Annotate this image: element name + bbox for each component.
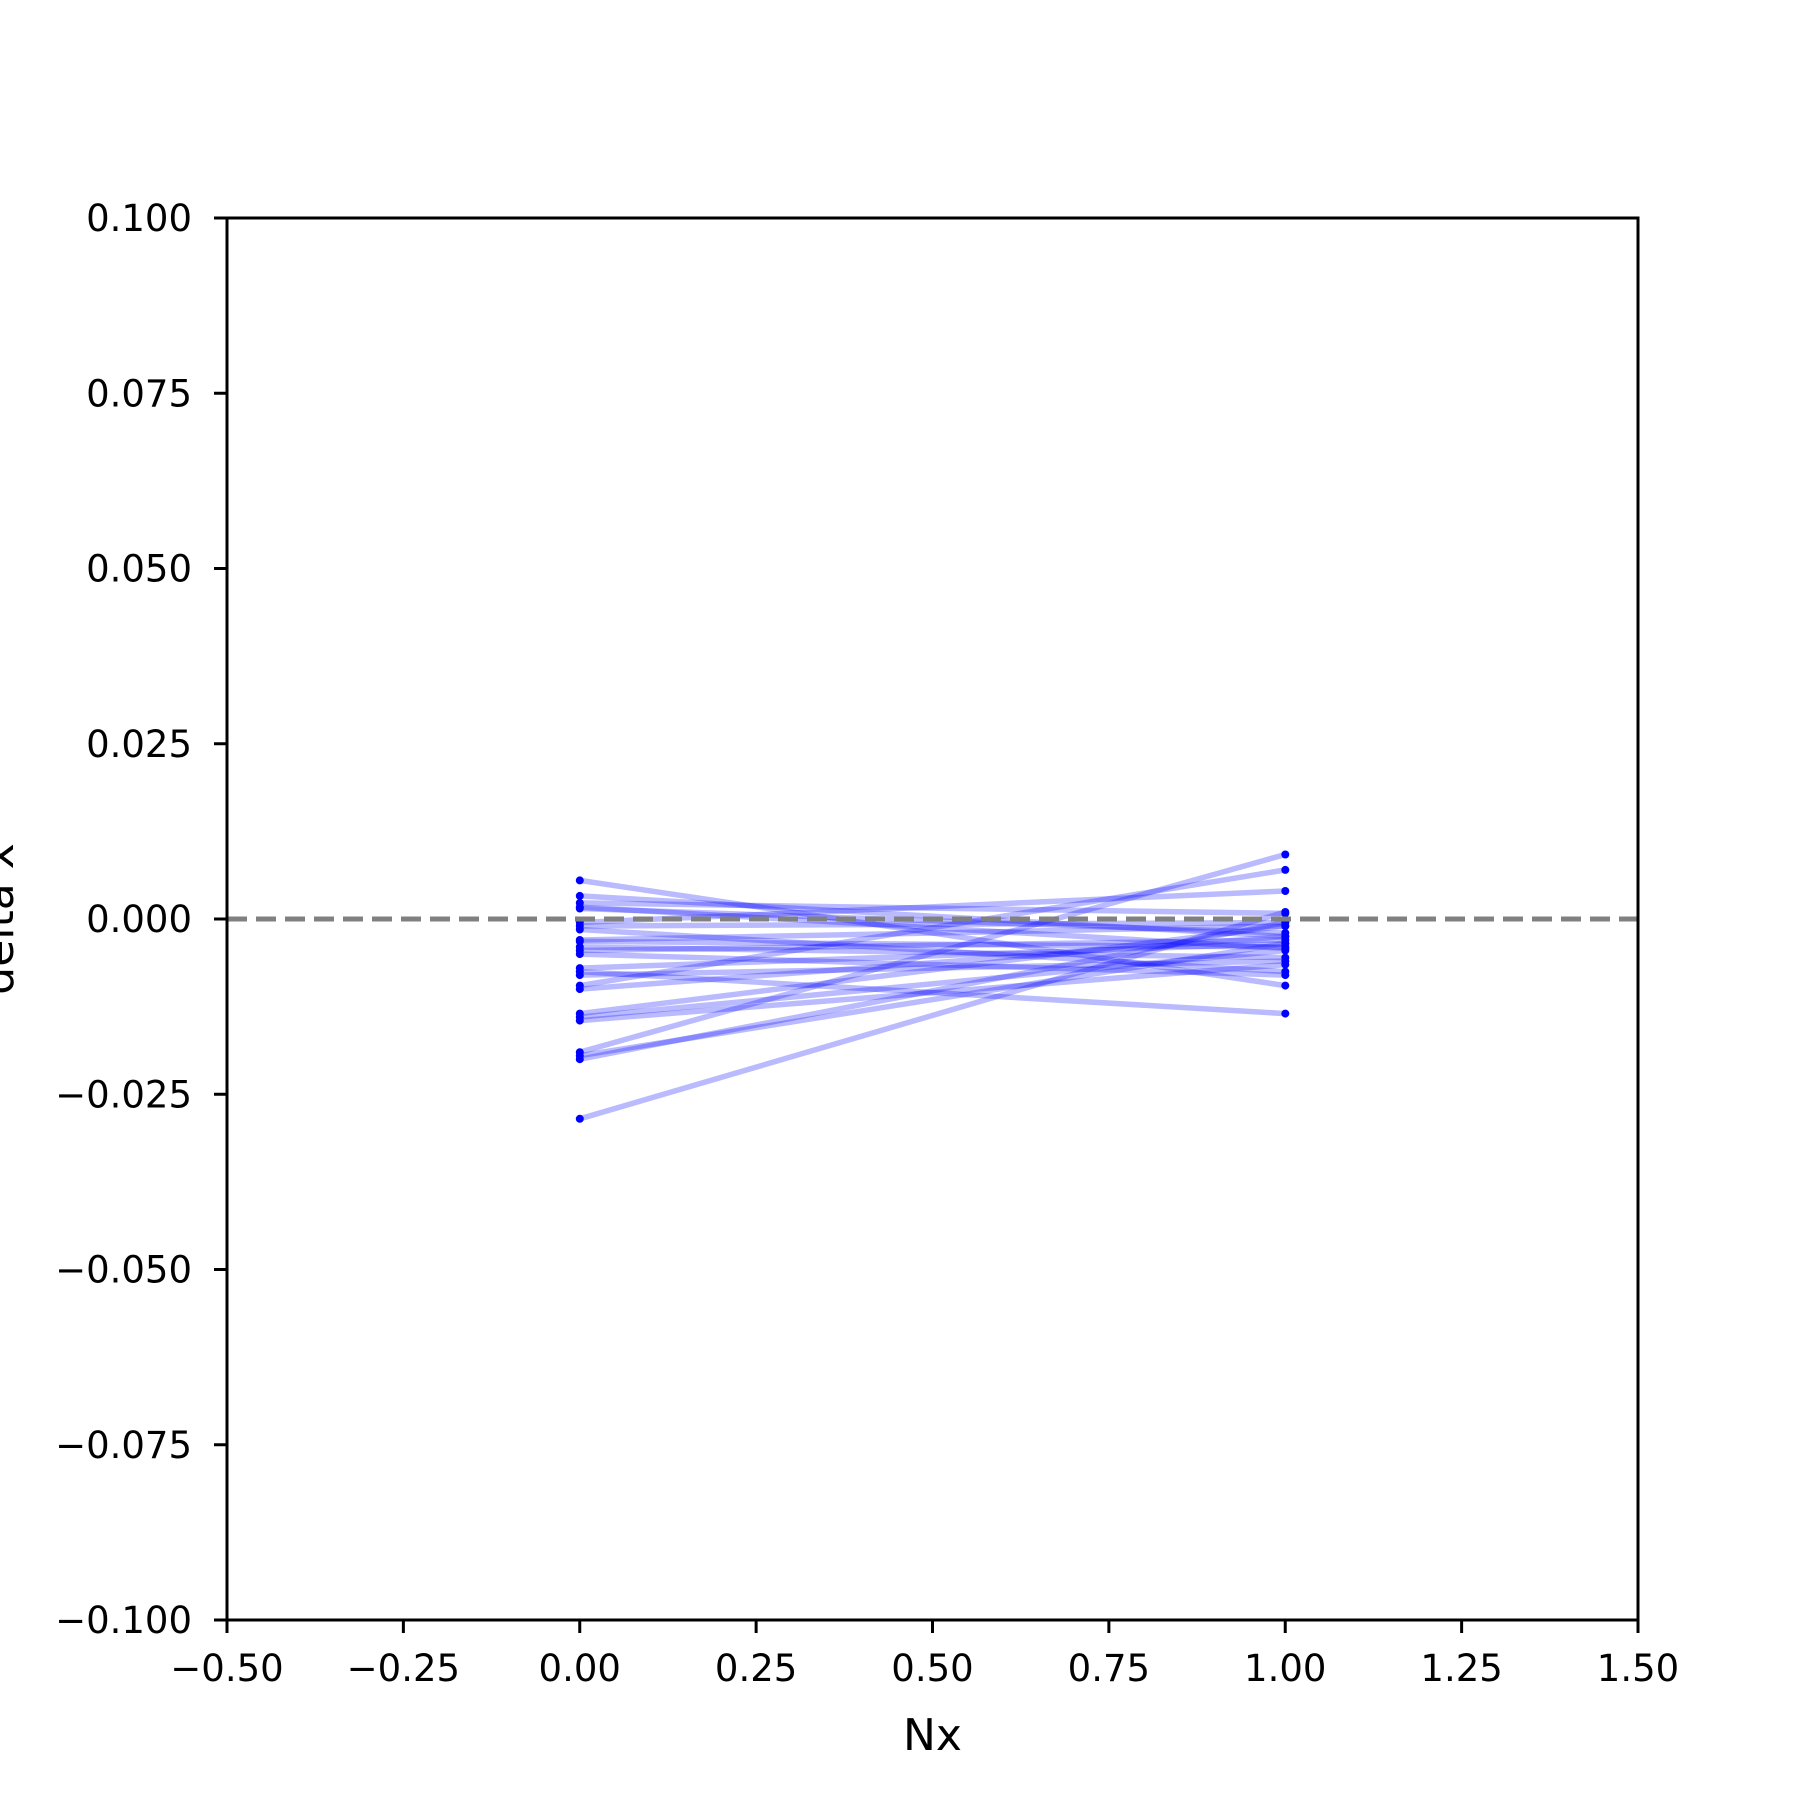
data-point — [1281, 946, 1290, 955]
data-point — [575, 971, 584, 980]
series-line — [579, 851, 1287, 1055]
series-line — [579, 937, 1286, 954]
series-layer — [579, 851, 1287, 1122]
x-tick-label: 0.25 — [715, 1647, 797, 1690]
series-line — [579, 933, 1286, 992]
x-tick-label: 1.25 — [1420, 1647, 1502, 1690]
series-line — [579, 877, 1286, 989]
data-point — [575, 985, 584, 994]
y-tick-label: −0.075 — [55, 1424, 192, 1467]
data-point — [1281, 908, 1290, 916]
series-line — [579, 961, 1286, 1024]
x-tick-label: 0.50 — [891, 1647, 973, 1690]
y-tick-label: −0.100 — [55, 1599, 192, 1642]
series-line — [579, 919, 1286, 929]
x-tick-label: −0.50 — [170, 1647, 283, 1690]
series-line — [579, 923, 1286, 943]
x-tick-label: 1.00 — [1244, 1647, 1326, 1690]
y-axis-ticks: −0.100 −0.075 −0.050 −0.025 0.000 0.025 0.050 0… — [55, 197, 227, 1642]
data-point — [1281, 932, 1290, 941]
series-line — [579, 904, 1286, 952]
y-axis-label: delta x — [0, 843, 24, 994]
data-point — [575, 937, 584, 946]
series-line — [579, 944, 1286, 961]
data-point — [575, 891, 584, 900]
series-line — [579, 940, 1286, 1059]
data-point — [575, 950, 584, 959]
series-line — [579, 867, 1286, 989]
x-axis-label: Nx — [903, 1710, 962, 1761]
y-tick-label: −0.025 — [55, 1073, 192, 1116]
series-line — [579, 900, 1286, 917]
y-tick-label: 0.050 — [86, 548, 192, 591]
y-tick-label: 0.025 — [86, 723, 192, 766]
series-line — [579, 919, 1286, 1062]
y-tick-label: 0.075 — [86, 372, 192, 415]
data-point — [1281, 960, 1290, 969]
series-line — [579, 951, 1286, 978]
data-point — [575, 1055, 584, 1064]
y-tick-label: −0.050 — [55, 1249, 192, 1292]
series-line — [579, 958, 1286, 978]
data-point — [1281, 865, 1290, 874]
series-line — [579, 940, 1286, 971]
series-line — [579, 926, 1286, 975]
data-point — [575, 925, 584, 934]
data-point — [575, 1114, 584, 1123]
data-point — [1281, 981, 1290, 990]
data-point — [1281, 850, 1290, 859]
x-tick-label: 0.75 — [1068, 1647, 1150, 1690]
data-point — [575, 904, 584, 913]
series-line — [579, 968, 1286, 1017]
x-tick-label: −0.25 — [347, 1647, 460, 1690]
series-line — [579, 923, 1286, 1017]
data-point — [1281, 971, 1290, 980]
points-layer — [575, 850, 1290, 1123]
x-tick-label: 1.50 — [1597, 1647, 1679, 1690]
data-point — [1281, 1009, 1290, 1018]
x-axis-ticks: −0.50 −0.25 0.00 0.25 0.50 0.75 1.00 1.25 1.50 — [170, 1620, 1679, 1690]
data-point — [1281, 887, 1290, 895]
series-line — [579, 893, 1286, 940]
y-tick-label: 0.000 — [86, 898, 192, 941]
data-point — [575, 1016, 584, 1025]
series-line — [579, 947, 1286, 1020]
series-line — [579, 909, 1287, 1122]
y-tick-label: 0.100 — [86, 197, 192, 240]
data-point — [575, 876, 584, 885]
data-point — [1281, 939, 1290, 948]
x-tick-label: 0.00 — [539, 1647, 621, 1690]
series-line — [579, 938, 1286, 950]
